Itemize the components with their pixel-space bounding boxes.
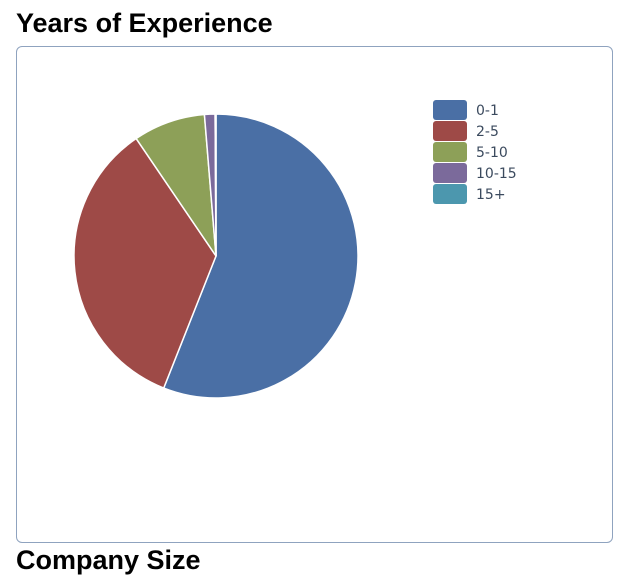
legend-swatch-10-15 [433,163,467,183]
chart-legend: 0-1 2-5 5-10 10-15 15+ [433,100,517,204]
legend-label-0-1: 0-1 [476,103,499,119]
pie-chart: 0-1 2-5 5-10 10-15 15+ [73,100,517,399]
legend-swatch-15+ [433,184,467,204]
legend-label-5-10: 5-10 [476,145,508,161]
legend-label-2-5: 2-5 [476,124,499,140]
pie-slices [73,113,359,399]
pie-slice-0-1[interactable] [162,113,359,399]
legend-label-10-15: 10-15 [476,166,517,182]
legend-swatch-0-1 [433,100,467,120]
pie-slice-2-5[interactable] [73,137,217,389]
next-section-title: Company Size [16,545,201,575]
legend-swatch-2-5 [433,121,467,141]
pie-slice-15+[interactable] [214,113,217,257]
legend-swatch-5-10 [433,142,467,162]
section-title: Years of Experience [16,8,273,38]
legend-label-15+: 15+ [476,187,506,203]
